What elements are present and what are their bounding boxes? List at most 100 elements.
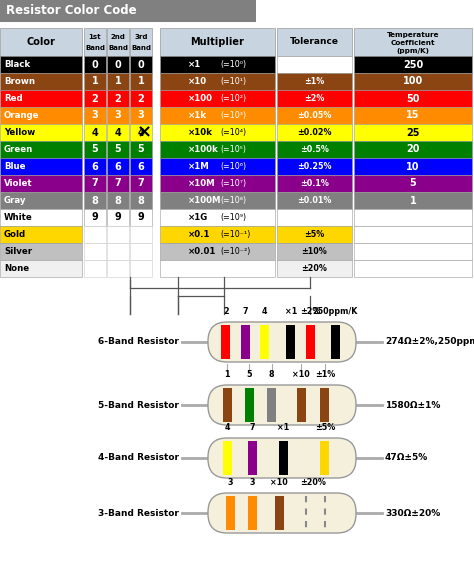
Bar — [107, 158, 129, 175]
Text: ×10: ×10 — [292, 370, 310, 379]
Bar — [130, 141, 152, 158]
Bar — [160, 28, 275, 56]
Bar — [267, 388, 276, 422]
Text: (=10⁴): (=10⁴) — [220, 128, 246, 137]
Text: ×1k: ×1k — [188, 111, 207, 120]
Text: 47Ω±5%: 47Ω±5% — [385, 454, 428, 462]
Bar — [107, 90, 129, 107]
Bar — [107, 243, 129, 260]
Text: Multiplier: Multiplier — [191, 37, 245, 47]
Bar — [0, 0, 256, 22]
Text: ±0.02%: ±0.02% — [297, 128, 332, 137]
Text: ×100: ×100 — [188, 94, 213, 103]
Text: ±0.1%: ±0.1% — [300, 179, 329, 188]
Bar — [0, 158, 82, 175]
Text: 9: 9 — [115, 212, 121, 222]
Text: ±2%: ±2% — [304, 94, 325, 103]
Bar — [354, 226, 472, 243]
Bar — [160, 209, 275, 226]
Text: 330Ω±20%: 330Ω±20% — [385, 508, 440, 517]
Bar — [107, 107, 129, 124]
Bar — [130, 175, 152, 192]
Text: 1: 1 — [91, 77, 99, 87]
Bar — [160, 175, 275, 192]
Text: (=10⁹): (=10⁹) — [220, 213, 246, 222]
Text: ±10%: ±10% — [301, 247, 328, 256]
Text: 3rd: 3rd — [134, 34, 148, 40]
Text: (ppm/K): (ppm/K) — [396, 48, 429, 54]
Bar — [354, 90, 472, 107]
Text: 4: 4 — [91, 127, 99, 137]
Text: (=10⁻²): (=10⁻²) — [220, 247, 250, 256]
Bar — [107, 28, 129, 56]
Bar — [277, 226, 352, 243]
Bar — [354, 124, 472, 141]
Text: ×1: ×1 — [188, 60, 201, 69]
Text: 15: 15 — [406, 110, 420, 120]
Text: ×1: ×1 — [285, 307, 297, 316]
Text: ×10: ×10 — [270, 478, 288, 487]
Text: 8: 8 — [269, 370, 274, 379]
Text: 7: 7 — [137, 178, 145, 189]
Bar — [160, 226, 275, 243]
Bar — [130, 90, 152, 107]
Bar — [354, 192, 472, 209]
Bar — [277, 90, 352, 107]
Text: 8: 8 — [115, 195, 121, 205]
Text: 8: 8 — [137, 195, 145, 205]
Bar — [160, 56, 275, 73]
Bar — [354, 141, 472, 158]
Bar — [286, 325, 295, 359]
Text: ±0.25%: ±0.25% — [297, 162, 332, 171]
Text: 6: 6 — [91, 162, 99, 172]
Text: ×: × — [137, 123, 152, 141]
Text: ×10: ×10 — [188, 77, 207, 86]
Text: 4: 4 — [115, 127, 121, 137]
Text: ±20%: ±20% — [300, 478, 326, 487]
Bar — [277, 175, 352, 192]
Bar — [160, 260, 275, 277]
Bar — [84, 124, 106, 141]
Bar — [306, 325, 315, 359]
Bar — [277, 73, 352, 90]
Text: (=10⁰): (=10⁰) — [220, 60, 246, 69]
Text: Black: Black — [4, 60, 30, 69]
Bar — [84, 28, 106, 56]
Bar — [0, 124, 82, 141]
Bar — [226, 496, 235, 530]
Text: ±1%: ±1% — [304, 77, 325, 86]
Text: ×1M: ×1M — [188, 162, 210, 171]
Text: 4-Band Resistor: 4-Band Resistor — [98, 454, 179, 462]
Bar — [0, 73, 82, 90]
Text: 3: 3 — [250, 478, 255, 487]
Text: Yellow: Yellow — [4, 128, 35, 137]
Bar — [354, 243, 472, 260]
Bar — [130, 124, 152, 141]
Bar — [107, 56, 129, 73]
Bar — [130, 158, 152, 175]
Bar — [84, 107, 106, 124]
Text: ×10M: ×10M — [188, 179, 216, 188]
Bar — [354, 260, 472, 277]
Text: Orange: Orange — [4, 111, 39, 120]
Bar — [107, 175, 129, 192]
Bar — [160, 141, 275, 158]
Text: ±0.01%: ±0.01% — [297, 196, 332, 205]
Text: ×100M: ×100M — [188, 196, 221, 205]
Text: Band: Band — [85, 45, 105, 51]
Bar — [130, 107, 152, 124]
Bar — [84, 209, 106, 226]
Bar — [354, 28, 472, 56]
Bar — [160, 73, 275, 90]
Bar — [84, 175, 106, 192]
Text: 9: 9 — [91, 212, 99, 222]
Bar — [130, 226, 152, 243]
Bar — [277, 141, 352, 158]
Bar — [221, 325, 230, 359]
Bar — [241, 325, 249, 359]
Text: ±0.5%: ±0.5% — [300, 145, 329, 154]
Bar — [354, 175, 472, 192]
Text: Band: Band — [108, 45, 128, 51]
Text: Resistor Color Code: Resistor Color Code — [6, 5, 137, 17]
Text: 5: 5 — [115, 145, 121, 154]
